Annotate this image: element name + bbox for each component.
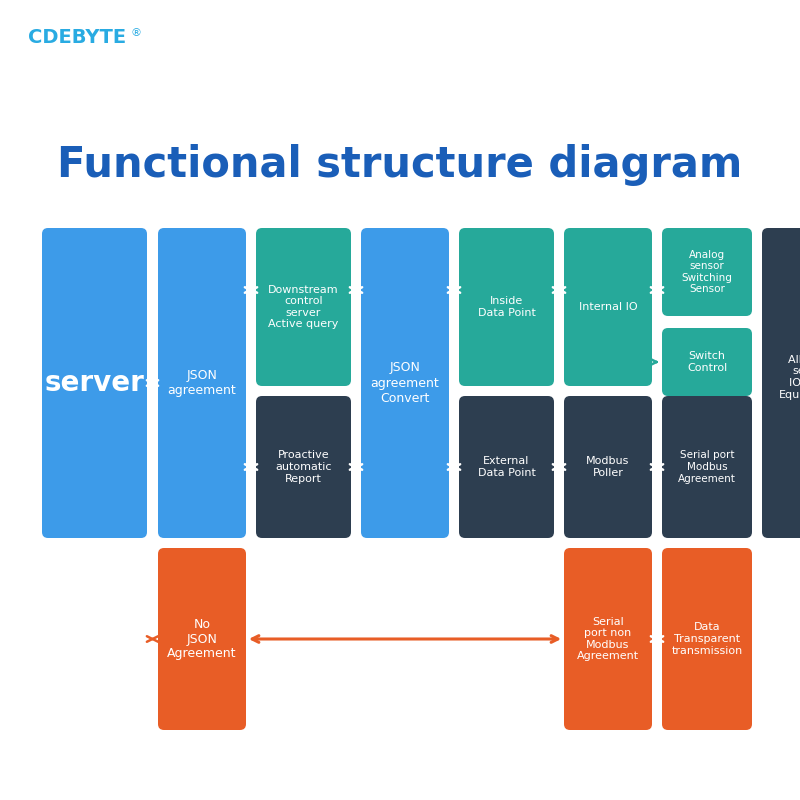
Text: No
JSON
Agreement: No JSON Agreement (167, 618, 237, 661)
Text: Functional structure diagram: Functional structure diagram (58, 144, 742, 186)
FancyBboxPatch shape (459, 396, 554, 538)
FancyBboxPatch shape (158, 228, 246, 538)
FancyBboxPatch shape (662, 548, 752, 730)
Text: Inside
Data Point: Inside Data Point (478, 296, 535, 318)
FancyBboxPatch shape (42, 228, 147, 538)
FancyBboxPatch shape (256, 228, 351, 386)
Text: Internal IO: Internal IO (578, 302, 638, 312)
FancyBboxPatch shape (662, 228, 752, 316)
Text: server: server (45, 369, 145, 397)
Text: External
Data Point: External Data Point (478, 456, 535, 478)
FancyBboxPatch shape (762, 228, 800, 538)
Text: Data
Transparent
transmission: Data Transparent transmission (671, 622, 742, 656)
Text: All kinds
sensor
IO class
Equipment,
etc.: All kinds sensor IO class Equipment, etc… (779, 355, 800, 411)
Text: JSON
agreement
Convert: JSON agreement Convert (370, 362, 439, 405)
Text: Serial
port non
Modbus
Agreement: Serial port non Modbus Agreement (577, 617, 639, 662)
FancyBboxPatch shape (459, 228, 554, 386)
Text: ®: ® (130, 28, 141, 38)
Text: Downstream
control
server
Active query: Downstream control server Active query (268, 285, 339, 330)
FancyBboxPatch shape (158, 548, 246, 730)
Text: Switch
Control: Switch Control (687, 351, 727, 373)
FancyBboxPatch shape (662, 328, 752, 396)
Text: JSON
agreement: JSON agreement (168, 369, 236, 397)
Text: Serial port
Modbus
Agreement: Serial port Modbus Agreement (678, 450, 736, 483)
FancyBboxPatch shape (564, 396, 652, 538)
FancyBboxPatch shape (361, 228, 449, 538)
FancyBboxPatch shape (564, 228, 652, 386)
Text: Proactive
automatic
Report: Proactive automatic Report (275, 450, 332, 483)
Text: Analog
sensor
Switching
Sensor: Analog sensor Switching Sensor (682, 250, 733, 294)
FancyBboxPatch shape (256, 396, 351, 538)
FancyBboxPatch shape (662, 396, 752, 538)
Text: CDEBYTE: CDEBYTE (28, 28, 126, 47)
FancyBboxPatch shape (564, 548, 652, 730)
Text: Modbus
Poller: Modbus Poller (586, 456, 630, 478)
